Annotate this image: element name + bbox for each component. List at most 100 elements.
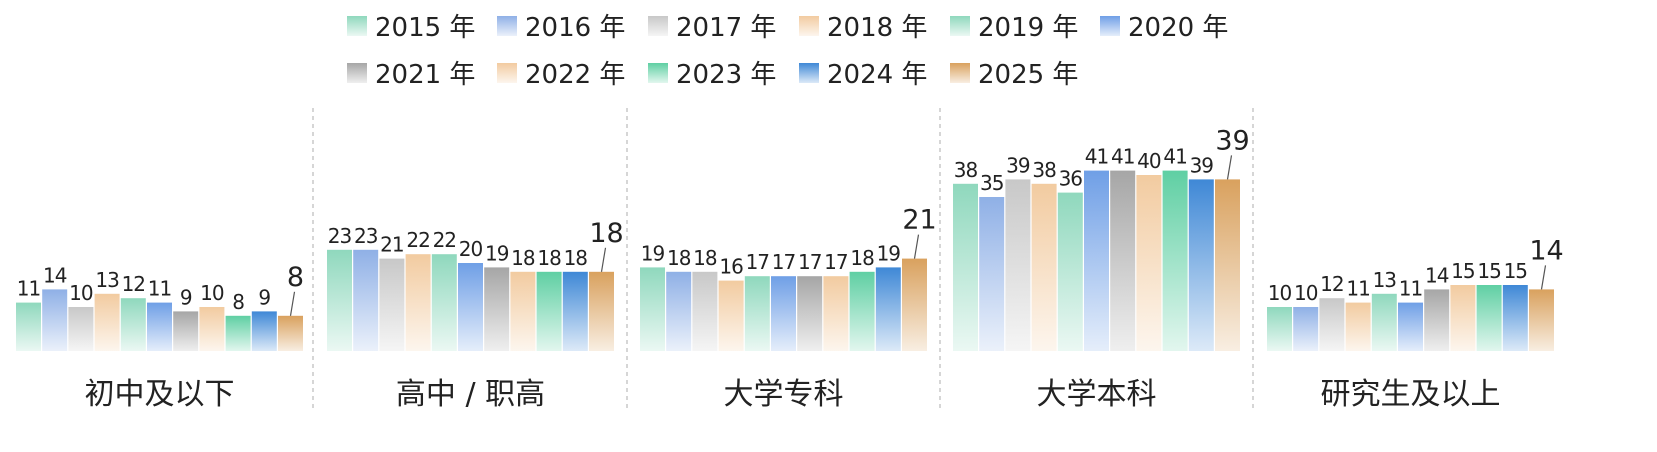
- bar: [510, 271, 536, 351]
- legend-label: 2025 年: [978, 60, 1078, 90]
- value-label: 11: [148, 277, 171, 301]
- bar: [405, 254, 431, 351]
- bar: [251, 311, 277, 351]
- value-label: 35: [980, 171, 1003, 195]
- legend-swatch: [497, 63, 517, 83]
- value-label: 10: [1268, 281, 1292, 305]
- value-leader-line: [1226, 155, 1233, 180]
- value-label: 18: [511, 246, 535, 270]
- value-label: 18: [850, 246, 874, 270]
- value-label: 18: [537, 246, 561, 270]
- bar: [1215, 179, 1240, 351]
- bar: [68, 307, 94, 351]
- value-label: 14: [43, 263, 67, 287]
- bar: [94, 293, 120, 351]
- bar: [173, 311, 199, 351]
- legend-label: 2020 年: [1128, 13, 1228, 43]
- category-label: 研究生及以上: [1321, 377, 1501, 412]
- bar: [1188, 179, 1214, 351]
- value-label: 9: [258, 285, 270, 309]
- value-label: 10: [69, 281, 93, 305]
- bar: [1398, 302, 1423, 351]
- bar: [353, 249, 379, 351]
- value-label: 38: [1032, 158, 1056, 182]
- bar: [42, 289, 68, 351]
- value-label: 11: [17, 277, 40, 301]
- value-label: 41: [1111, 145, 1134, 169]
- bar: [278, 315, 303, 351]
- bar: [1319, 298, 1345, 351]
- value-leader-line: [913, 234, 920, 259]
- bar: [199, 307, 225, 351]
- bar: [147, 302, 172, 351]
- legend-swatch: [950, 16, 970, 36]
- value-label: 13: [95, 268, 119, 292]
- value-label: 15: [1477, 259, 1500, 283]
- bar: [458, 263, 483, 351]
- legend-label: 2021 年: [375, 60, 475, 90]
- bar: [1267, 307, 1292, 351]
- value-label: 39: [1215, 125, 1249, 156]
- value-label: 21: [380, 233, 403, 257]
- bar: [1502, 285, 1528, 351]
- bar: [1110, 170, 1136, 351]
- value-label: 8: [232, 290, 244, 314]
- legend-label: 2017 年: [676, 13, 776, 43]
- bar: [431, 254, 457, 351]
- bar: [1031, 183, 1057, 351]
- bar: [744, 276, 770, 351]
- bar: [771, 276, 796, 351]
- legend-label: 2019 年: [978, 13, 1078, 43]
- legend-label: 2024 年: [827, 60, 927, 90]
- value-leader-line: [600, 247, 607, 272]
- bar: [225, 315, 251, 351]
- value-label: 36: [1059, 167, 1083, 191]
- category-label: 大学专科: [724, 377, 844, 412]
- value-label: 18: [589, 218, 623, 249]
- bar: [1057, 192, 1083, 351]
- value-label: 18: [667, 246, 691, 270]
- value-label: 18: [564, 246, 588, 270]
- bar: [666, 271, 692, 351]
- bar: [979, 197, 1005, 351]
- legend-swatch: [497, 16, 517, 36]
- value-label: 39: [1190, 153, 1214, 177]
- bar: [16, 302, 41, 351]
- value-label: 12: [1320, 272, 1343, 296]
- bar: [718, 280, 744, 351]
- bar: [1424, 289, 1450, 351]
- value-label: 17: [746, 250, 770, 274]
- bar: [849, 271, 875, 351]
- value-label: 9: [180, 285, 192, 309]
- legend-swatch: [1100, 16, 1120, 36]
- value-label: 11: [1399, 277, 1422, 301]
- legend-swatch: [648, 63, 668, 83]
- value-label: 19: [641, 241, 665, 265]
- value-leader-line: [289, 291, 296, 316]
- legend-swatch: [799, 16, 819, 36]
- value-label: 13: [1373, 268, 1397, 292]
- bar: [327, 249, 352, 351]
- bar: [1162, 170, 1188, 351]
- value-label: 19: [485, 241, 509, 265]
- legend-label: 2023 年: [676, 60, 776, 90]
- bar: [953, 183, 978, 351]
- value-leader-line: [1540, 265, 1547, 290]
- value-label: 41: [1163, 145, 1186, 169]
- bar: [1005, 179, 1031, 351]
- legend: 2015 年 2016 年 2017 年 2018 年 2019 年 2020 年 2021…: [347, 13, 1228, 90]
- value-label: 15: [1451, 259, 1474, 283]
- bar: [1450, 285, 1476, 351]
- bar: [120, 298, 146, 351]
- value-label: 40: [1137, 149, 1161, 173]
- value-label: 41: [1085, 145, 1108, 169]
- value-label: 20: [459, 237, 483, 261]
- bar: [640, 267, 665, 351]
- value-label: 14: [1425, 263, 1449, 287]
- bar: [875, 267, 901, 351]
- bar: [484, 267, 510, 351]
- category-label: 大学本科: [1037, 377, 1157, 412]
- category-label: 高中 / 职高: [396, 377, 545, 412]
